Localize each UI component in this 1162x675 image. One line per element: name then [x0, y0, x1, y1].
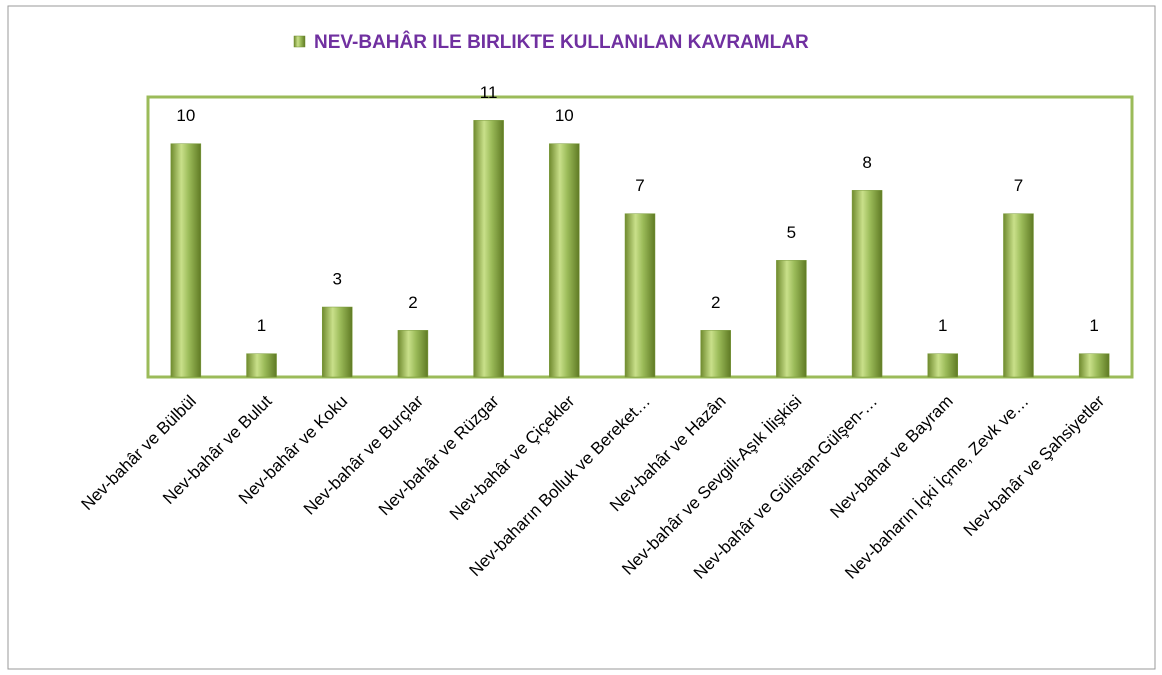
legend-label: NEV-BAHÂR ILE BIRLIKTE KULLANıLAN KAVRAM…	[314, 31, 809, 53]
bar	[1078, 353, 1110, 378]
bar	[624, 213, 656, 378]
bar	[321, 306, 353, 378]
data-label: 1	[257, 316, 266, 335]
bar	[700, 330, 731, 378]
data-label: 7	[635, 176, 644, 195]
data-label: 2	[711, 293, 720, 312]
data-label: 10	[555, 106, 574, 125]
legend-marker	[293, 35, 306, 48]
data-label: 1	[1089, 316, 1098, 335]
data-label: 7	[1014, 176, 1023, 195]
bar	[473, 120, 504, 378]
bar	[851, 190, 883, 378]
bar	[927, 353, 959, 378]
data-label: 8	[862, 153, 871, 172]
data-label: 10	[176, 106, 195, 125]
bar	[170, 143, 202, 378]
bar	[1003, 213, 1034, 378]
data-label: 3	[332, 269, 341, 288]
bar	[776, 260, 807, 378]
bar	[549, 143, 580, 378]
bar	[246, 353, 277, 378]
data-label: 11	[480, 83, 498, 102]
bar	[397, 330, 429, 378]
data-label: 5	[787, 223, 796, 242]
data-label: 2	[408, 293, 417, 312]
data-label: 1	[938, 316, 947, 335]
